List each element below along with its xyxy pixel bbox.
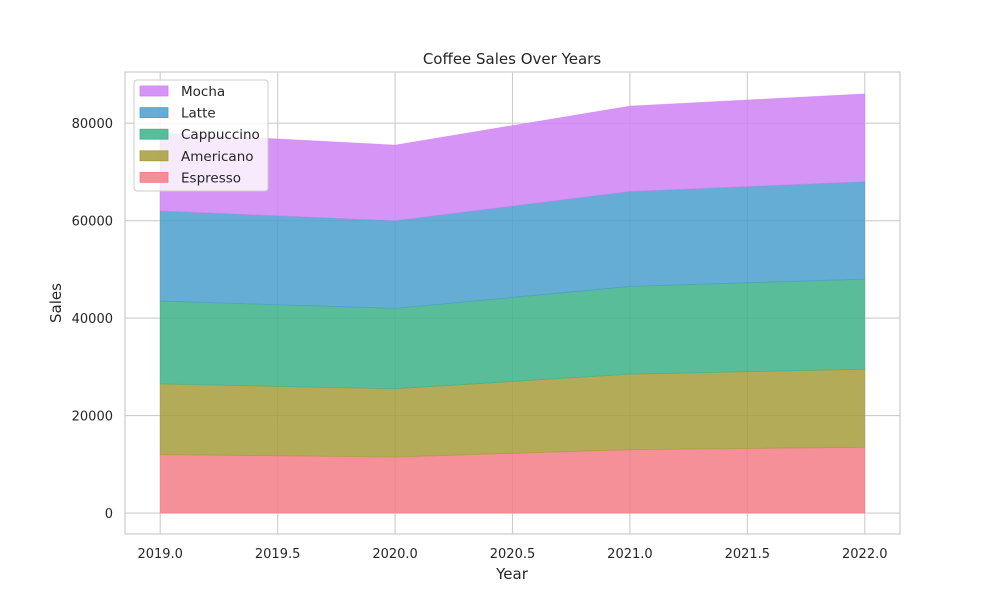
y-axis-title: Sales [47, 283, 65, 323]
legend-swatch-latte [139, 107, 169, 118]
x-tick-label: 2019.5 [255, 547, 301, 562]
y-tick-labels: 0 20000 40000 60000 80000 [72, 117, 113, 522]
y-tick-label: 80000 [72, 117, 113, 132]
chart-title: Coffee Sales Over Years [423, 50, 602, 68]
y-tick-label: 40000 [72, 312, 113, 327]
x-tick-label: 2021.0 [607, 547, 653, 562]
legend-label-espresso: Espresso [181, 170, 241, 186]
legend-label-cappuccino: Cappuccino [181, 127, 260, 143]
legend-swatch-mocha [139, 85, 169, 97]
x-tick-label: 2020.5 [490, 547, 536, 562]
x-tick-label: 2019.0 [137, 547, 183, 562]
x-tick-label: 2020.0 [372, 547, 418, 562]
plot-frame [124, 71, 901, 535]
area-series [159, 93, 866, 514]
legend-label-mocha: Mocha [181, 84, 225, 100]
legend: Mocha Latte Cappuccino Americano Espresso [133, 79, 269, 192]
area-espresso [159, 446, 866, 514]
legend-swatch-espresso [139, 171, 169, 183]
y-tick-label: 0 [105, 507, 113, 522]
legend-label-americano: Americano [181, 149, 254, 165]
legend-swatch-cappuccino [139, 128, 169, 140]
y-tick-label: 20000 [72, 410, 113, 425]
x-tick-label: 2021.5 [725, 547, 771, 562]
x-axis-title: Year [495, 565, 529, 583]
x-tick-labels: 2019.0 2019.5 2020.0 2020.5 2021.0 2021.5 2022… [137, 547, 887, 562]
y-tick-label: 60000 [72, 215, 113, 230]
legend-label-latte: Latte [181, 106, 216, 122]
x-tick-label: 2022.0 [842, 547, 888, 562]
area-mocha [159, 93, 866, 222]
legend-swatch-americano [139, 150, 169, 162]
